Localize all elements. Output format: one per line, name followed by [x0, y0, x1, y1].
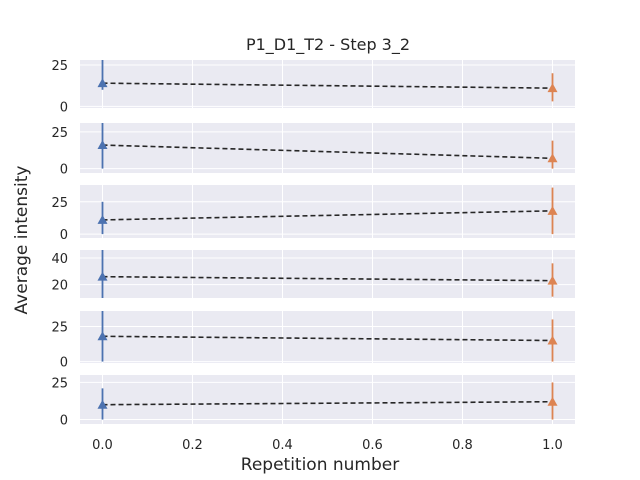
x-axis-label: Repetition number: [241, 455, 399, 475]
x-tick-label: 0.8: [452, 438, 473, 453]
y-tick-label: 25: [51, 376, 68, 391]
subplot-plot-area: [97, 311, 558, 362]
data-point-triangle: [547, 153, 558, 163]
data-point-triangle: [547, 275, 558, 285]
subplot-plot-area: [97, 382, 558, 420]
x-tick-label: 0.2: [182, 438, 203, 453]
y-tick-label: 25: [51, 59, 68, 74]
trend-line: [102, 275, 553, 282]
x-tick-label: 0.0: [92, 438, 113, 453]
y-tick-label: 20: [51, 279, 68, 294]
data-point-triangle: [547, 335, 558, 345]
y-tick-label: 25: [51, 320, 68, 335]
chart-title: P1_D1_T2 - Step 3_2: [246, 35, 410, 55]
y-tick-label: 40: [51, 252, 68, 267]
subplot-1: 0 25: [51, 59, 575, 115]
y-tick-label: 0: [60, 228, 68, 243]
subplot-3: 0 25: [51, 185, 575, 243]
data-point-triangle: [97, 214, 108, 224]
y-tick-label: 0: [60, 414, 68, 429]
data-point-triangle: [97, 271, 108, 281]
y-tick-label: 0: [60, 163, 68, 178]
data-point-triangle: [97, 399, 108, 409]
data-point-triangle: [547, 205, 558, 215]
subplot-plot-area: [97, 60, 558, 102]
trend-line: [102, 82, 553, 89]
x-tick-label: 0.6: [362, 438, 383, 453]
y-tick-label: 25: [51, 126, 68, 141]
x-axis: 0.0 0.2 0.4 0.6 0.8 1.0: [92, 438, 563, 453]
subplot-background: [80, 123, 575, 173]
y-tick-label: 0: [60, 100, 68, 115]
x-tick-label: 1.0: [542, 438, 563, 453]
data-point-triangle: [97, 331, 108, 341]
subplot-background: [80, 185, 575, 238]
subplot-plot-area: [97, 123, 558, 169]
subplot-plot-area: [97, 187, 558, 235]
subplot-background: [80, 375, 575, 424]
trend-line: [102, 210, 553, 221]
data-point-triangle: [547, 83, 558, 93]
subplot-plot-area: [97, 250, 558, 298]
subplot-2: 0 25: [51, 123, 575, 178]
y-axis-label: Average intensity: [12, 166, 32, 315]
trend-line: [102, 144, 553, 160]
trend-line: [102, 335, 553, 342]
subplot-6: 0 25: [51, 375, 575, 429]
y-tick-label: 0: [60, 356, 68, 371]
y-tick-label: 25: [51, 196, 68, 211]
data-point-triangle: [97, 140, 108, 150]
subplot-background: [80, 250, 575, 298]
trend-line: [102, 400, 553, 406]
subplot-5: 0 25: [51, 311, 575, 371]
data-point-triangle: [97, 78, 108, 88]
x-tick-label: 0.4: [272, 438, 293, 453]
data-point-triangle: [547, 396, 558, 406]
